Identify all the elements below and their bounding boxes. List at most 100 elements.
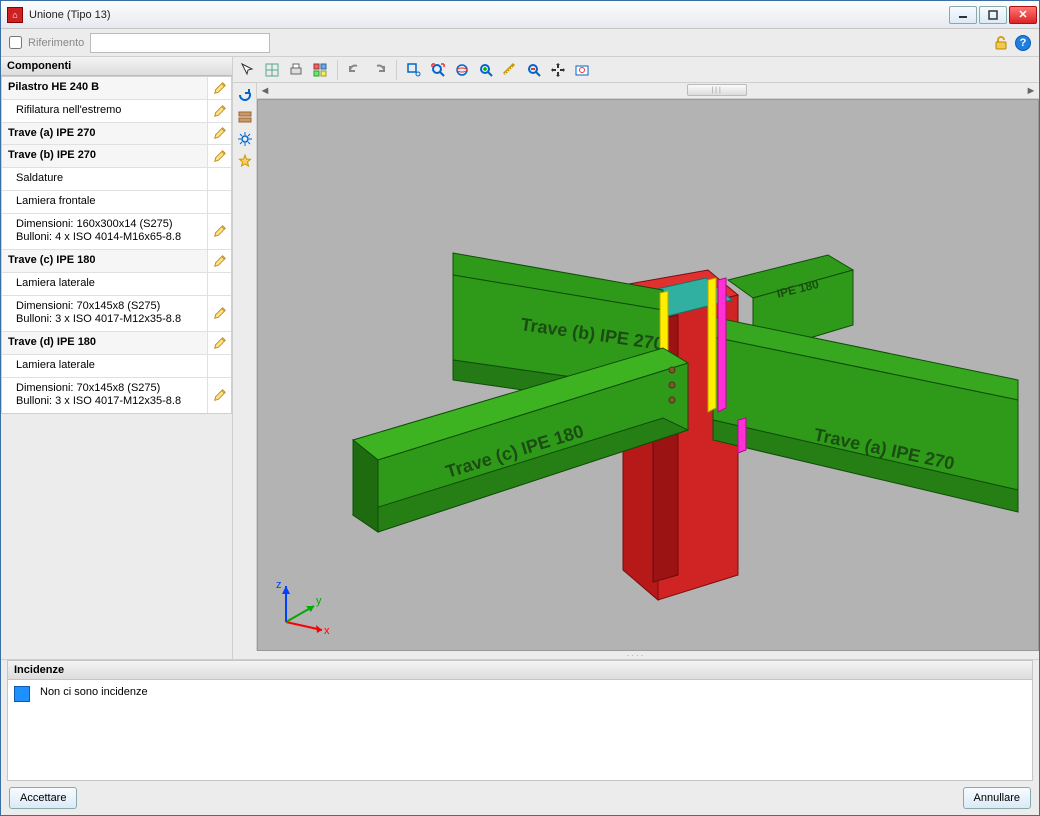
vertical-toolbar	[233, 83, 257, 651]
component-row[interactable]: Dimensioni: 70x145x8 (S275) Bulloni: 3 x…	[2, 296, 231, 333]
main-toolbar	[233, 57, 1039, 83]
reference-label: Riferimento	[28, 37, 84, 49]
viewport-wrap: ◄ ||| ►	[233, 83, 1039, 651]
component-label: Rifilatura nell'estremo	[2, 100, 207, 122]
maximize-button[interactable]	[979, 6, 1007, 24]
svg-text:y: y	[316, 595, 322, 607]
lock-icon[interactable]	[993, 35, 1009, 51]
splitter-grip[interactable]: ····	[233, 651, 1039, 659]
reference-checkbox[interactable]	[9, 36, 22, 49]
pencil-icon	[213, 336, 227, 350]
component-row[interactable]: Trave (d) IPE 180	[2, 332, 231, 355]
footer: Incidenze Non ci sono incidenze Accettar…	[1, 659, 1039, 815]
orbit-icon[interactable]	[451, 59, 473, 81]
undo-icon[interactable]	[344, 59, 366, 81]
edit-button[interactable]	[207, 77, 231, 99]
pan-icon[interactable]	[547, 59, 569, 81]
bolts	[669, 367, 675, 403]
vtool-materials-icon[interactable]	[235, 107, 255, 127]
incidenze-panel: Incidenze Non ci sono incidenze	[7, 660, 1033, 781]
component-label: Lamiera laterale	[2, 273, 207, 295]
edit-button	[207, 273, 231, 295]
beam-a: Trave (a) IPE 270	[713, 317, 1018, 512]
edit-button[interactable]	[207, 296, 231, 332]
snapshot-icon[interactable]	[571, 59, 593, 81]
edit-button[interactable]	[207, 145, 231, 167]
component-label: Dimensioni: 70x145x8 (S275) Bulloni: 3 x…	[2, 296, 207, 332]
edit-button[interactable]	[207, 100, 231, 122]
pencil-icon	[213, 126, 227, 140]
svg-text:x: x	[324, 625, 330, 636]
components-header: Componenti	[1, 57, 232, 76]
component-label: Dimensioni: 160x300x14 (S275) Bulloni: 4…	[2, 214, 207, 250]
pencil-icon	[213, 224, 227, 238]
cursor-tool-icon[interactable]	[237, 59, 259, 81]
edit-button[interactable]	[207, 214, 231, 250]
component-row[interactable]: Lamiera laterale	[2, 273, 231, 296]
reference-row: Riferimento ?	[1, 29, 1039, 57]
minimize-button[interactable]	[949, 6, 977, 24]
incidenze-status-icon	[14, 686, 30, 702]
vtool-refresh-icon[interactable]	[235, 85, 255, 105]
zoom-extents-icon[interactable]	[427, 59, 449, 81]
component-label: Trave (b) IPE 270	[2, 145, 207, 167]
component-label: Trave (d) IPE 180	[2, 332, 207, 354]
components-list: Pilastro HE 240 BRifilatura nell'estremo…	[1, 76, 232, 414]
component-label: Lamiera laterale	[2, 355, 207, 377]
3d-viewport[interactable]: Trave (b) IPE 270 IPE 180	[257, 99, 1039, 651]
component-row[interactable]: Lamiera frontale	[2, 191, 231, 214]
component-row[interactable]: Dimensioni: 70x145x8 (S275) Bulloni: 3 x…	[2, 378, 231, 414]
edit-button	[207, 191, 231, 213]
component-label: Trave (a) IPE 270	[2, 123, 207, 145]
scroll-left-icon[interactable]: ◄	[257, 83, 273, 99]
edit-button[interactable]	[207, 123, 231, 145]
axis-triad: x y z	[272, 574, 334, 636]
window-buttons: ✕	[949, 6, 1037, 24]
component-label: Pilastro HE 240 B	[2, 77, 207, 99]
body: Componenti Pilastro HE 240 BRifilatura n…	[1, 57, 1039, 659]
measure-icon[interactable]	[499, 59, 521, 81]
grid-tool-icon[interactable]	[261, 59, 283, 81]
window-title: Unione (Tipo 13)	[29, 9, 949, 21]
zoom-window-icon[interactable]	[403, 59, 425, 81]
close-button[interactable]: ✕	[1009, 6, 1037, 24]
reference-input[interactable]	[90, 33, 270, 53]
zoom-in-icon[interactable]	[475, 59, 497, 81]
component-row[interactable]: Lamiera laterale	[2, 355, 231, 378]
vtool-gear-icon[interactable]	[235, 129, 255, 149]
titlebar: ⌂ Unione (Tipo 13) ✕	[1, 1, 1039, 29]
component-row[interactable]: Rifilatura nell'estremo	[2, 100, 231, 123]
edit-button[interactable]	[207, 250, 231, 272]
edit-button	[207, 168, 231, 190]
scroll-right-icon[interactable]: ►	[1023, 83, 1039, 99]
app-window: ⌂ Unione (Tipo 13) ✕ Riferimento ? Compo…	[0, 0, 1040, 816]
zoom-out-icon[interactable]	[523, 59, 545, 81]
component-row[interactable]: Trave (b) IPE 270	[2, 145, 231, 168]
view-column: ◄ ||| ►	[257, 83, 1039, 651]
print-tool-icon[interactable]	[285, 59, 307, 81]
scroll-thumb[interactable]: |||	[687, 84, 747, 96]
component-row[interactable]: Trave (a) IPE 270	[2, 123, 231, 146]
pencil-icon	[213, 104, 227, 118]
component-label: Dimensioni: 70x145x8 (S275) Bulloni: 3 x…	[2, 378, 207, 414]
edit-button[interactable]	[207, 378, 231, 414]
component-row[interactable]: Pilastro HE 240 B	[2, 77, 231, 100]
help-icon[interactable]: ?	[1015, 35, 1031, 51]
component-row[interactable]: Saldature	[2, 168, 231, 191]
edit-button[interactable]	[207, 332, 231, 354]
cancel-button[interactable]: Annullare	[963, 787, 1031, 809]
app-icon: ⌂	[7, 7, 23, 23]
pencil-icon	[213, 149, 227, 163]
redo-icon[interactable]	[368, 59, 390, 81]
view-scroller[interactable]: ◄ ||| ►	[257, 83, 1039, 99]
component-row[interactable]: Dimensioni: 160x300x14 (S275) Bulloni: 4…	[2, 214, 231, 251]
center-area: ◄ ||| ►	[233, 57, 1039, 659]
config-tool-icon[interactable]	[309, 59, 331, 81]
pencil-icon	[213, 306, 227, 320]
pencil-icon	[213, 81, 227, 95]
edit-button	[207, 355, 231, 377]
accept-button[interactable]: Accettare	[9, 787, 77, 809]
component-row[interactable]: Trave (c) IPE 180	[2, 250, 231, 273]
dialog-buttons: Accettare Annullare	[1, 781, 1039, 809]
vtool-star-icon[interactable]	[235, 151, 255, 171]
